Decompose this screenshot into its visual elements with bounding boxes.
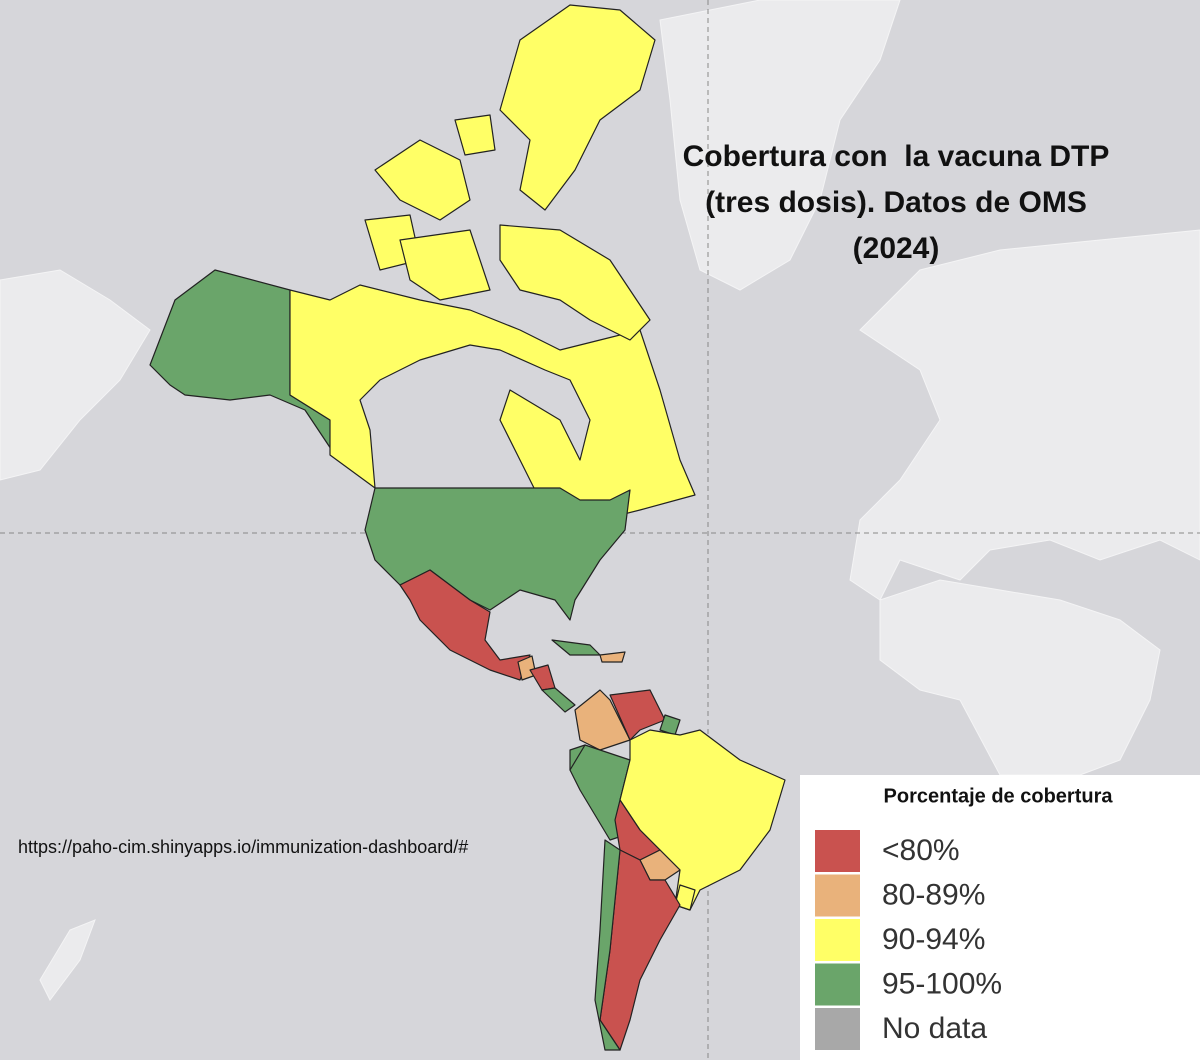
country	[499, 224, 651, 341]
title-line: Cobertura con la vacuna DTP	[683, 140, 1110, 173]
land	[39, 919, 96, 1001]
country	[499, 4, 656, 211]
country	[364, 487, 631, 621]
legend-swatch	[815, 1008, 860, 1050]
land	[0, 269, 151, 481]
title-line: (2024)	[853, 232, 940, 265]
source-url: https://paho-cim.shinyapps.io/immunizati…	[18, 837, 468, 857]
country	[594, 839, 621, 1051]
legend-swatch	[815, 963, 860, 1006]
country	[454, 114, 496, 156]
legend-swatch	[815, 874, 860, 917]
legend-box	[800, 775, 1200, 1060]
legend-label: <80%	[882, 834, 960, 867]
legend-label: 90-94%	[882, 923, 985, 956]
country	[374, 139, 471, 221]
legend-label: No data	[882, 1012, 987, 1045]
legend-label: 80-89%	[882, 878, 985, 911]
country	[399, 229, 491, 301]
land	[849, 229, 1200, 601]
land	[659, 0, 901, 291]
country	[599, 651, 626, 663]
legend-title: Porcentaje de cobertura	[884, 785, 1114, 807]
legend-label: 95-100%	[882, 967, 1002, 1000]
land	[879, 579, 1161, 776]
background-land	[0, 0, 1200, 1001]
legend-swatch	[815, 830, 860, 872]
country	[609, 689, 666, 741]
legend: Porcentaje de cobertura <80% 80-89% 90-94%…	[800, 775, 1200, 1060]
country	[289, 284, 696, 531]
country	[541, 687, 576, 713]
countries	[149, 4, 786, 1051]
legend-swatch	[815, 919, 860, 961]
title: Cobertura con la vacuna DTP (tres dosis).…	[683, 140, 1110, 265]
title-line: (tres dosis). Datos de OMS	[705, 186, 1087, 219]
country	[674, 884, 696, 911]
country	[399, 569, 531, 681]
